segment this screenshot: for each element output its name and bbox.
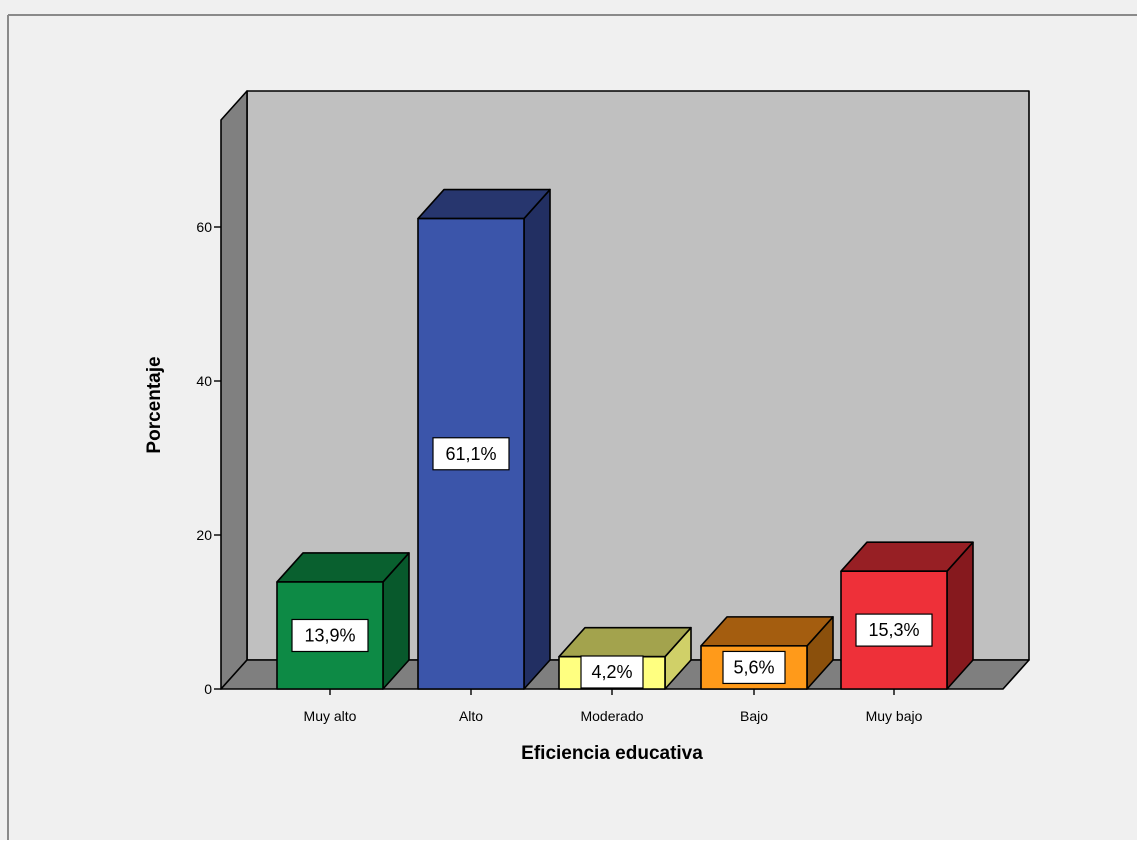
data-label-box — [580, 655, 644, 689]
data-label-text: 5,6% — [733, 657, 774, 677]
x-category-label: Bajo — [740, 708, 768, 724]
x-axis-title: Eficiencia educativa — [521, 743, 703, 764]
x-axis: Muy alto Alto Moderado Bajo Muy bajo — [304, 689, 923, 724]
y-tick-label: 0 — [204, 681, 212, 697]
y-tick-label: 20 — [196, 527, 212, 543]
y-axis-title: Porcentaje — [144, 356, 165, 453]
x-category-label: Moderado — [580, 708, 643, 724]
data-label-text: 13,9% — [304, 625, 355, 645]
x-category-label: Alto — [459, 708, 483, 724]
data-label-box — [432, 437, 510, 471]
y-axis: 0 20 40 60 — [196, 219, 221, 697]
data-label: 5,6% — [722, 650, 786, 685]
data-label-text: 4,2% — [591, 662, 632, 682]
data-label-text: 15,3% — [868, 620, 919, 640]
x-category-label: Muy alto — [304, 708, 357, 724]
data-label-box — [722, 650, 786, 685]
data-label-box — [855, 613, 933, 647]
y-tick-label: 40 — [196, 373, 212, 389]
data-label-text: 61,1% — [445, 444, 496, 464]
y-tick-label: 60 — [196, 219, 212, 235]
data-label-box — [291, 618, 369, 653]
plot-left-wall — [220, 90, 248, 690]
data-label: 15,3% — [855, 613, 933, 647]
bar-side — [523, 188, 551, 690]
data-label: 61,1% — [432, 437, 510, 471]
x-category-label: Muy bajo — [866, 708, 923, 724]
bars: 13,9% 61,1% 4,2% 5,6% 15,3% — [276, 188, 974, 690]
data-label: 4,2% — [580, 655, 644, 689]
data-label: 13,9% — [291, 618, 369, 653]
